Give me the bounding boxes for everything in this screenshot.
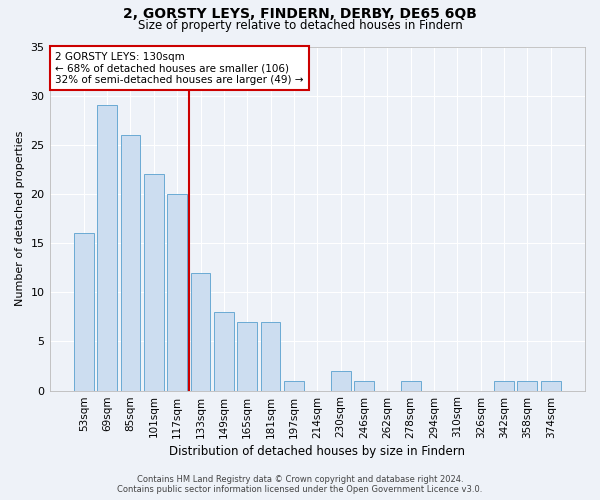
Bar — [191, 272, 211, 390]
Text: 2 GORSTY LEYS: 130sqm
← 68% of detached houses are smaller (106)
32% of semi-det: 2 GORSTY LEYS: 130sqm ← 68% of detached … — [55, 52, 304, 85]
Bar — [260, 322, 280, 390]
Bar — [144, 174, 164, 390]
Bar — [121, 135, 140, 390]
Bar — [354, 380, 374, 390]
Bar — [74, 234, 94, 390]
X-axis label: Distribution of detached houses by size in Findern: Distribution of detached houses by size … — [169, 444, 465, 458]
Bar — [541, 380, 560, 390]
Text: 2, GORSTY LEYS, FINDERN, DERBY, DE65 6QB: 2, GORSTY LEYS, FINDERN, DERBY, DE65 6QB — [123, 8, 477, 22]
Bar — [214, 312, 234, 390]
Bar — [97, 106, 117, 391]
Y-axis label: Number of detached properties: Number of detached properties — [15, 131, 25, 306]
Bar — [167, 194, 187, 390]
Bar — [517, 380, 538, 390]
Bar — [331, 371, 350, 390]
Bar — [494, 380, 514, 390]
Bar — [284, 380, 304, 390]
Bar — [401, 380, 421, 390]
Bar — [238, 322, 257, 390]
Text: Contains HM Land Registry data © Crown copyright and database right 2024.
Contai: Contains HM Land Registry data © Crown c… — [118, 474, 482, 494]
Text: Size of property relative to detached houses in Findern: Size of property relative to detached ho… — [137, 18, 463, 32]
